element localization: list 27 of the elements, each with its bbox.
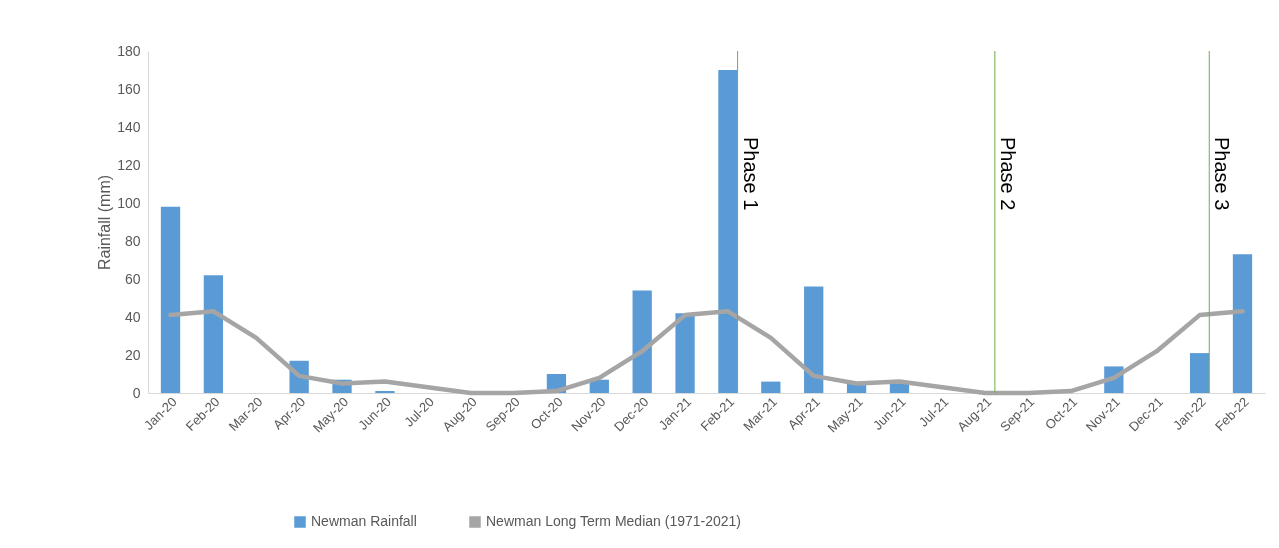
legend-label: Newman Long Term Median (1971-2021) bbox=[486, 513, 741, 529]
line-series bbox=[168, 309, 1245, 396]
y-tick-label: 20 bbox=[124, 346, 141, 363]
bar bbox=[1232, 254, 1253, 393]
legend-label: Newman Rainfall bbox=[311, 513, 417, 529]
bar bbox=[632, 290, 652, 393]
y-tick-label: 140 bbox=[117, 118, 141, 135]
bar bbox=[589, 379, 609, 393]
y-tick-label: 160 bbox=[117, 80, 141, 97]
bar bbox=[804, 286, 824, 393]
bar bbox=[203, 275, 224, 393]
y-tick-label: 80 bbox=[124, 232, 141, 249]
ref-line-label: Phase 3 bbox=[1211, 137, 1234, 211]
y-tick-label: 180 bbox=[117, 42, 141, 59]
y-tick-label: 120 bbox=[117, 156, 141, 173]
bar bbox=[761, 381, 781, 393]
bar bbox=[1189, 353, 1210, 393]
bar bbox=[718, 70, 738, 393]
y-axis-title: Rainfall (mm) bbox=[96, 174, 114, 271]
ref-line-label: Phase 2 bbox=[996, 137, 1019, 211]
y-tick-label: 0 bbox=[132, 384, 141, 401]
bar bbox=[675, 313, 695, 393]
bar bbox=[160, 206, 181, 393]
y-tick-label: 60 bbox=[124, 270, 141, 287]
y-tick-label: 100 bbox=[117, 194, 141, 211]
ref-line-label: Phase 1 bbox=[739, 137, 762, 211]
y-tick-label: 40 bbox=[124, 308, 141, 325]
